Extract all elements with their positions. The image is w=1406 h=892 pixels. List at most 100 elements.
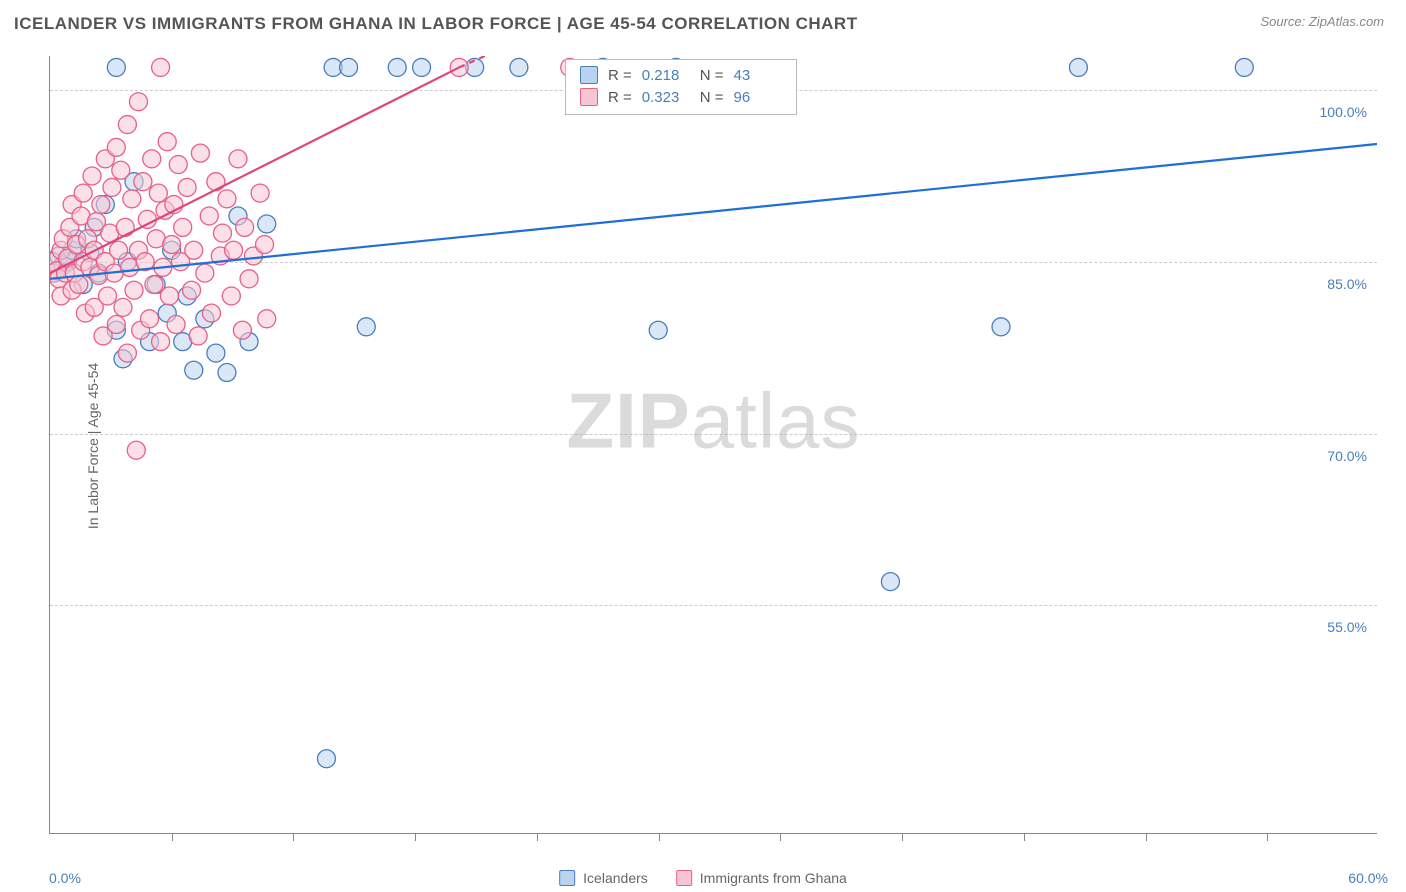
legend-item-ghana: Immigrants from Ghana (676, 870, 847, 886)
n-value: 43 (734, 67, 782, 84)
legend-item-icelanders: Icelanders (559, 870, 648, 886)
scatter-point-ghana (233, 321, 251, 339)
scatter-point-icelanders (413, 58, 431, 76)
scatter-point-ghana (222, 287, 240, 305)
scatter-point-icelanders (107, 58, 125, 76)
x-axis-max-label: 60.0% (1348, 870, 1388, 886)
x-tick (1146, 833, 1147, 841)
scatter-point-ghana (145, 276, 163, 294)
scatter-point-ghana (70, 276, 88, 294)
scatter-point-ghana (256, 236, 274, 254)
x-tick (902, 833, 903, 841)
x-tick (780, 833, 781, 841)
scatter-point-ghana (167, 316, 185, 334)
scatter-point-ghana (134, 173, 152, 191)
scatter-point-ghana (229, 150, 247, 168)
legend-label: Icelanders (583, 870, 648, 886)
scatter-point-icelanders (357, 318, 375, 336)
scatter-point-icelanders (649, 321, 667, 339)
scatter-point-ghana (218, 190, 236, 208)
scatter-point-ghana (123, 190, 141, 208)
scatter-point-ghana (207, 173, 225, 191)
scatter-point-ghana (174, 218, 192, 236)
r-value: 0.218 (642, 67, 690, 84)
scatter-point-icelanders (218, 364, 236, 382)
y-tick-label: 85.0% (1327, 276, 1367, 292)
scatter-point-icelanders (881, 573, 899, 591)
scatter-point-ghana (152, 333, 170, 351)
scatter-point-ghana (129, 93, 147, 111)
scatter-point-icelanders (1235, 58, 1253, 76)
r-label: R = (608, 89, 632, 106)
scatter-point-ghana (116, 218, 134, 236)
y-tick-label: 100.0% (1320, 104, 1367, 120)
scatter-point-ghana (92, 196, 110, 214)
info-row-icelanders: R = 0.218 N = 43 (580, 64, 782, 86)
scatter-point-ghana (178, 178, 196, 196)
y-tick-label: 70.0% (1327, 448, 1367, 464)
scatter-point-ghana (196, 264, 214, 282)
n-label: N = (700, 89, 724, 106)
scatter-point-ghana (191, 144, 209, 162)
legend-swatch-icelanders (559, 870, 575, 886)
scatter-point-ghana (110, 241, 128, 259)
legend-swatch-ghana (676, 870, 692, 886)
legend-label: Immigrants from Ghana (700, 870, 847, 886)
scatter-point-ghana (251, 184, 269, 202)
x-axis-min-label: 0.0% (49, 870, 81, 886)
scatter-point-ghana (103, 178, 121, 196)
scatter-point-ghana (202, 304, 220, 322)
scatter-point-ghana (112, 161, 130, 179)
scatter-point-ghana (240, 270, 258, 288)
scatter-svg (50, 56, 1377, 833)
scatter-point-ghana (189, 327, 207, 345)
x-tick (537, 833, 538, 841)
x-tick (1024, 833, 1025, 841)
scatter-point-ghana (143, 150, 161, 168)
scatter-point-icelanders (185, 361, 203, 379)
scatter-point-icelanders (340, 58, 358, 76)
x-tick (172, 833, 173, 841)
scatter-point-ghana (99, 287, 117, 305)
chart-title: ICELANDER VS IMMIGRANTS FROM GHANA IN LA… (14, 14, 858, 34)
scatter-point-ghana (83, 167, 101, 185)
correlation-info-box: R = 0.218 N = 43 R = 0.323 N = 96 (565, 59, 797, 115)
info-row-ghana: R = 0.323 N = 96 (580, 86, 782, 108)
scatter-point-icelanders (510, 58, 528, 76)
n-value: 96 (734, 89, 782, 106)
n-label: N = (700, 67, 724, 84)
legend-swatch-ghana (580, 88, 598, 106)
bottom-legend: Icelanders Immigrants from Ghana (559, 870, 847, 886)
x-tick (659, 833, 660, 841)
scatter-point-ghana (74, 184, 92, 202)
scatter-point-ghana (185, 241, 203, 259)
scatter-point-ghana (118, 116, 136, 134)
scatter-point-ghana (200, 207, 218, 225)
x-tick (1267, 833, 1268, 841)
scatter-point-ghana (160, 287, 178, 305)
source-attribution: Source: ZipAtlas.com (1260, 14, 1384, 29)
trend-line-icelanders (50, 144, 1377, 279)
scatter-point-ghana (152, 58, 170, 76)
scatter-point-ghana (236, 218, 254, 236)
scatter-point-ghana (158, 133, 176, 151)
scatter-point-ghana (214, 224, 232, 242)
scatter-point-ghana (138, 210, 156, 228)
r-value: 0.323 (642, 89, 690, 106)
scatter-point-ghana (169, 156, 187, 174)
scatter-point-ghana (114, 298, 132, 316)
legend-swatch-icelanders (580, 66, 598, 84)
scatter-point-ghana (107, 138, 125, 156)
scatter-point-icelanders (258, 215, 276, 233)
y-tick-label: 55.0% (1327, 619, 1367, 635)
scatter-point-ghana (127, 441, 145, 459)
scatter-point-ghana (141, 310, 159, 328)
scatter-point-ghana (258, 310, 276, 328)
x-tick (415, 833, 416, 841)
scatter-point-icelanders (317, 750, 335, 768)
scatter-point-ghana (107, 316, 125, 334)
x-tick (293, 833, 294, 841)
scatter-point-ghana (125, 281, 143, 299)
scatter-point-ghana (225, 241, 243, 259)
r-label: R = (608, 67, 632, 84)
